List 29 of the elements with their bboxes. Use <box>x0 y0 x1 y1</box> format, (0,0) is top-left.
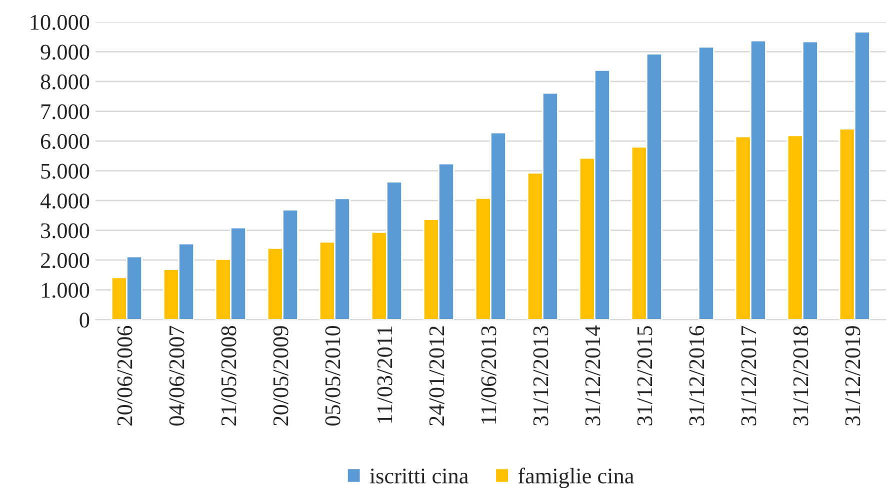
x-tick-label: 31/12/2013 <box>533 326 548 426</box>
legend-label: famiglie cina <box>518 468 634 488</box>
x-tick-label: 21/05/2008 <box>221 326 236 426</box>
y-tick-label: 9.000 <box>40 44 90 60</box>
x-tick-label: 31/12/2014 <box>585 326 600 426</box>
y-tick-label: 10.000 <box>30 14 90 30</box>
x-tick-label: 31/12/2017 <box>741 326 756 426</box>
x-tick-label: 11/03/2011 <box>377 326 392 423</box>
x-tick-label: 11/06/2013 <box>481 326 496 424</box>
y-tick-label: 4.000 <box>40 194 90 209</box>
y-tick-label: 2.000 <box>40 253 90 268</box>
y-tick-label: 8.000 <box>40 74 90 90</box>
y-tick-label: 7.000 <box>41 104 90 120</box>
x-tick-label: 31/12/2019 <box>845 326 860 426</box>
x-tick-label: 20/06/2006 <box>117 326 132 426</box>
x-tick-label: 04/06/2007 <box>169 326 184 426</box>
x-tick-label: 31/12/2015 <box>637 326 652 426</box>
x-tick-label: 05/05/2010 <box>325 326 340 426</box>
x-tick-label: 31/12/2016 <box>689 326 704 426</box>
y-tick-label: 6.000 <box>40 134 90 150</box>
y-tick-label: 1.000 <box>42 282 90 298</box>
bar <box>698 46 714 320</box>
y-tick-label: 5.000 <box>41 164 90 179</box>
y-tick-label: 0 <box>80 312 90 328</box>
x-tick-label: 20/05/2009 <box>273 326 288 426</box>
x-tick-label: 31/12/2018 <box>793 326 808 426</box>
y-tick-label: 3.000 <box>41 223 90 238</box>
legend-label: iscritti cina <box>370 468 468 484</box>
x-tick-label: 24/01/2012 <box>429 326 444 426</box>
